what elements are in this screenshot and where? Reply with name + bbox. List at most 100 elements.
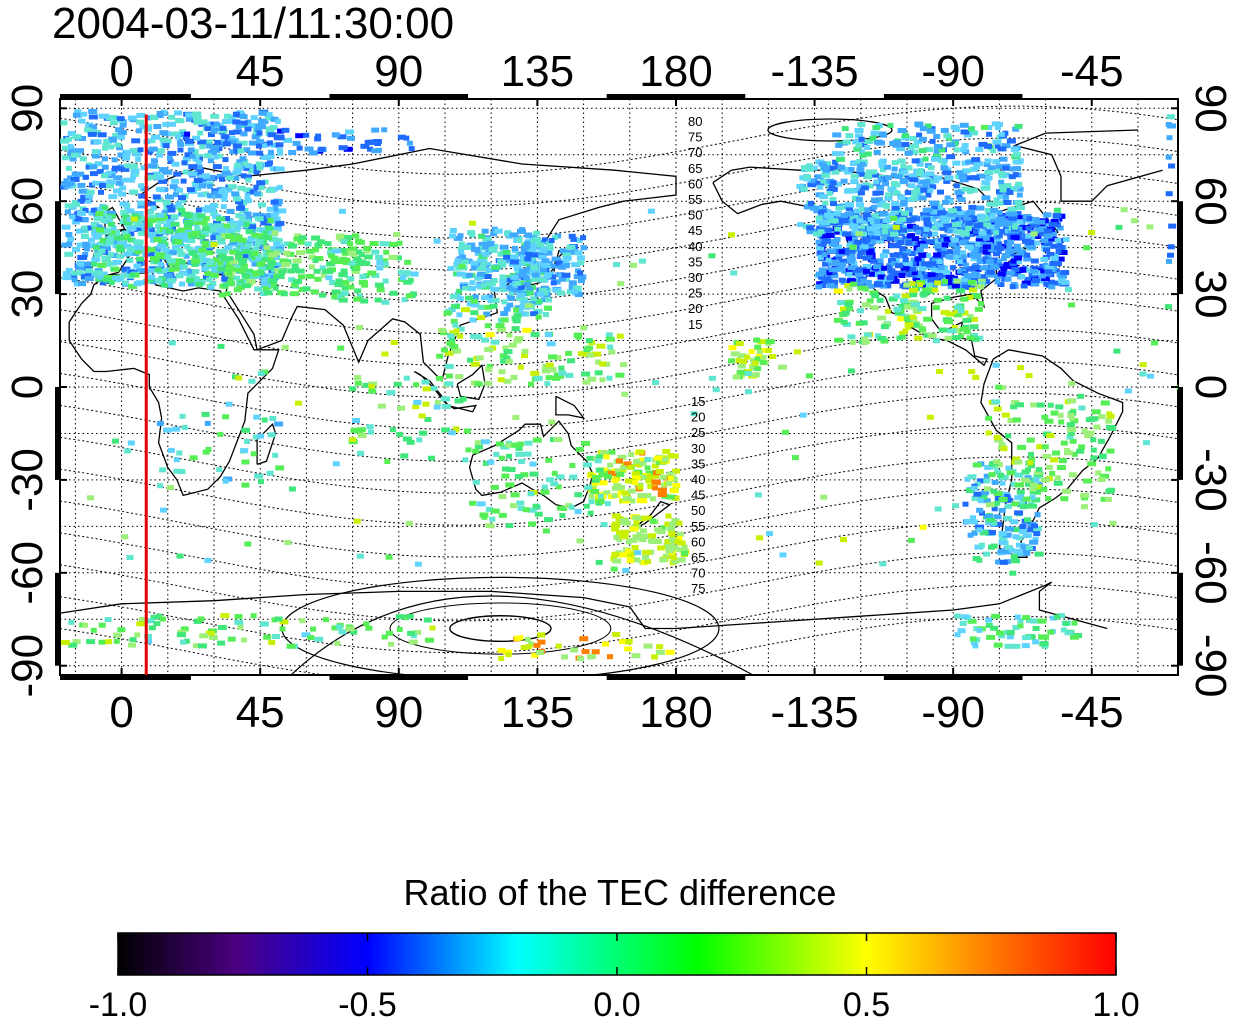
tec-pixel [222,141,231,147]
tec-pixel [1058,256,1065,262]
tec-pixel [978,230,987,236]
tec-pixel [920,172,930,178]
tec-pixel [367,270,377,276]
tec-pixel [319,265,326,271]
tec-pixel [462,457,469,463]
tec-pixel [237,185,246,191]
tec-pixel [946,222,955,228]
tec-pixel [197,139,207,145]
tec-pixel [967,474,977,480]
tec-pixel [138,222,147,228]
tec-pixel [190,258,200,264]
tec-pixel [744,371,752,376]
tec-pixel [577,656,585,662]
tec-pixel [1043,247,1050,253]
tec-pixel [540,267,548,273]
tec-pixel [998,633,1006,639]
tec-pixel [201,220,208,226]
tec-pixel [409,271,419,277]
tec-pixel [221,187,228,193]
tec-pixel [631,557,641,563]
tec-pixel [227,114,236,120]
tec-pixel [311,235,321,241]
tec-pixel [96,169,104,175]
tec-pixel [1028,503,1037,509]
tec-pixel [818,274,826,280]
tec-pixel [977,301,984,307]
tec-pixel [95,224,103,230]
tec-pixel [360,143,370,149]
tec-pixel [620,534,628,540]
tec-pixel [202,226,210,232]
tec-pixel [513,313,522,319]
tec-pixel [515,451,525,457]
tec-pixel [882,283,892,289]
lon-tick-label-bottom: 45 [236,688,285,737]
tec-pixel [263,155,271,160]
tec-pixel [490,231,498,237]
tec-pixel [614,468,621,474]
tec-pixel [152,250,160,256]
tec-pixel [509,259,519,265]
tec-pixel [1031,528,1039,534]
tec-pixel [690,411,698,417]
tec-pixel [222,248,229,254]
tec-pixel [277,208,287,214]
tec-pixel [403,270,411,276]
tec-pixel [547,367,557,373]
tec-pixel [105,115,115,121]
tec-pixel [268,282,277,288]
tec-pixel [478,245,485,251]
tec-pixel [917,195,927,201]
tec-pixel [327,250,335,256]
tec-pixel [993,491,1003,496]
tec-pixel [991,506,998,512]
tec-pixel [173,171,182,177]
frame-band-right [1178,387,1183,480]
tec-pixel [559,248,567,254]
tec-pixel [341,250,350,256]
tec-pixel [906,150,913,156]
tec-pixel [744,354,751,360]
tec-pixel [165,194,174,200]
tec-pixel [933,243,942,249]
tec-pixel [993,521,1003,527]
tec-pixel [664,539,671,545]
tec-pixel [966,294,974,300]
tec-pixel [80,217,89,223]
tec-pixel [616,537,623,542]
tec-pixel [530,332,540,337]
tec-pixel [577,270,584,276]
tec-pixel [1040,486,1048,492]
tec-pixel [243,174,252,180]
tec-pixel [1033,478,1040,484]
tec-pixel [207,284,215,290]
tec-pixel [222,157,229,163]
tec-pixel [157,212,165,218]
tec-pixel [235,213,243,219]
tec-pixel [933,252,942,258]
tec-pixel [61,242,71,248]
tec-pixel [239,156,247,162]
tec-pixel [239,269,246,275]
tec-pixel [1022,615,1030,621]
tec-pixel [548,419,556,425]
tec-pixel [187,147,195,153]
tec-pixel [234,619,244,625]
tec-pixel [960,276,968,282]
tec-pixel [983,478,991,484]
tec-pixel [529,248,537,253]
tec-pixel [850,221,859,227]
tec-pixel [1000,446,1008,452]
tec-pixel [524,248,531,254]
tec-pixel [838,249,845,255]
tec-pixel [880,338,889,344]
tec-pixel [156,152,163,158]
tec-pixel [374,297,382,303]
tec-pixel [963,273,972,279]
tec-pixel [187,281,195,287]
tec-pixel [189,233,199,239]
tec-pixel [638,258,646,264]
tec-pixel [857,122,866,128]
